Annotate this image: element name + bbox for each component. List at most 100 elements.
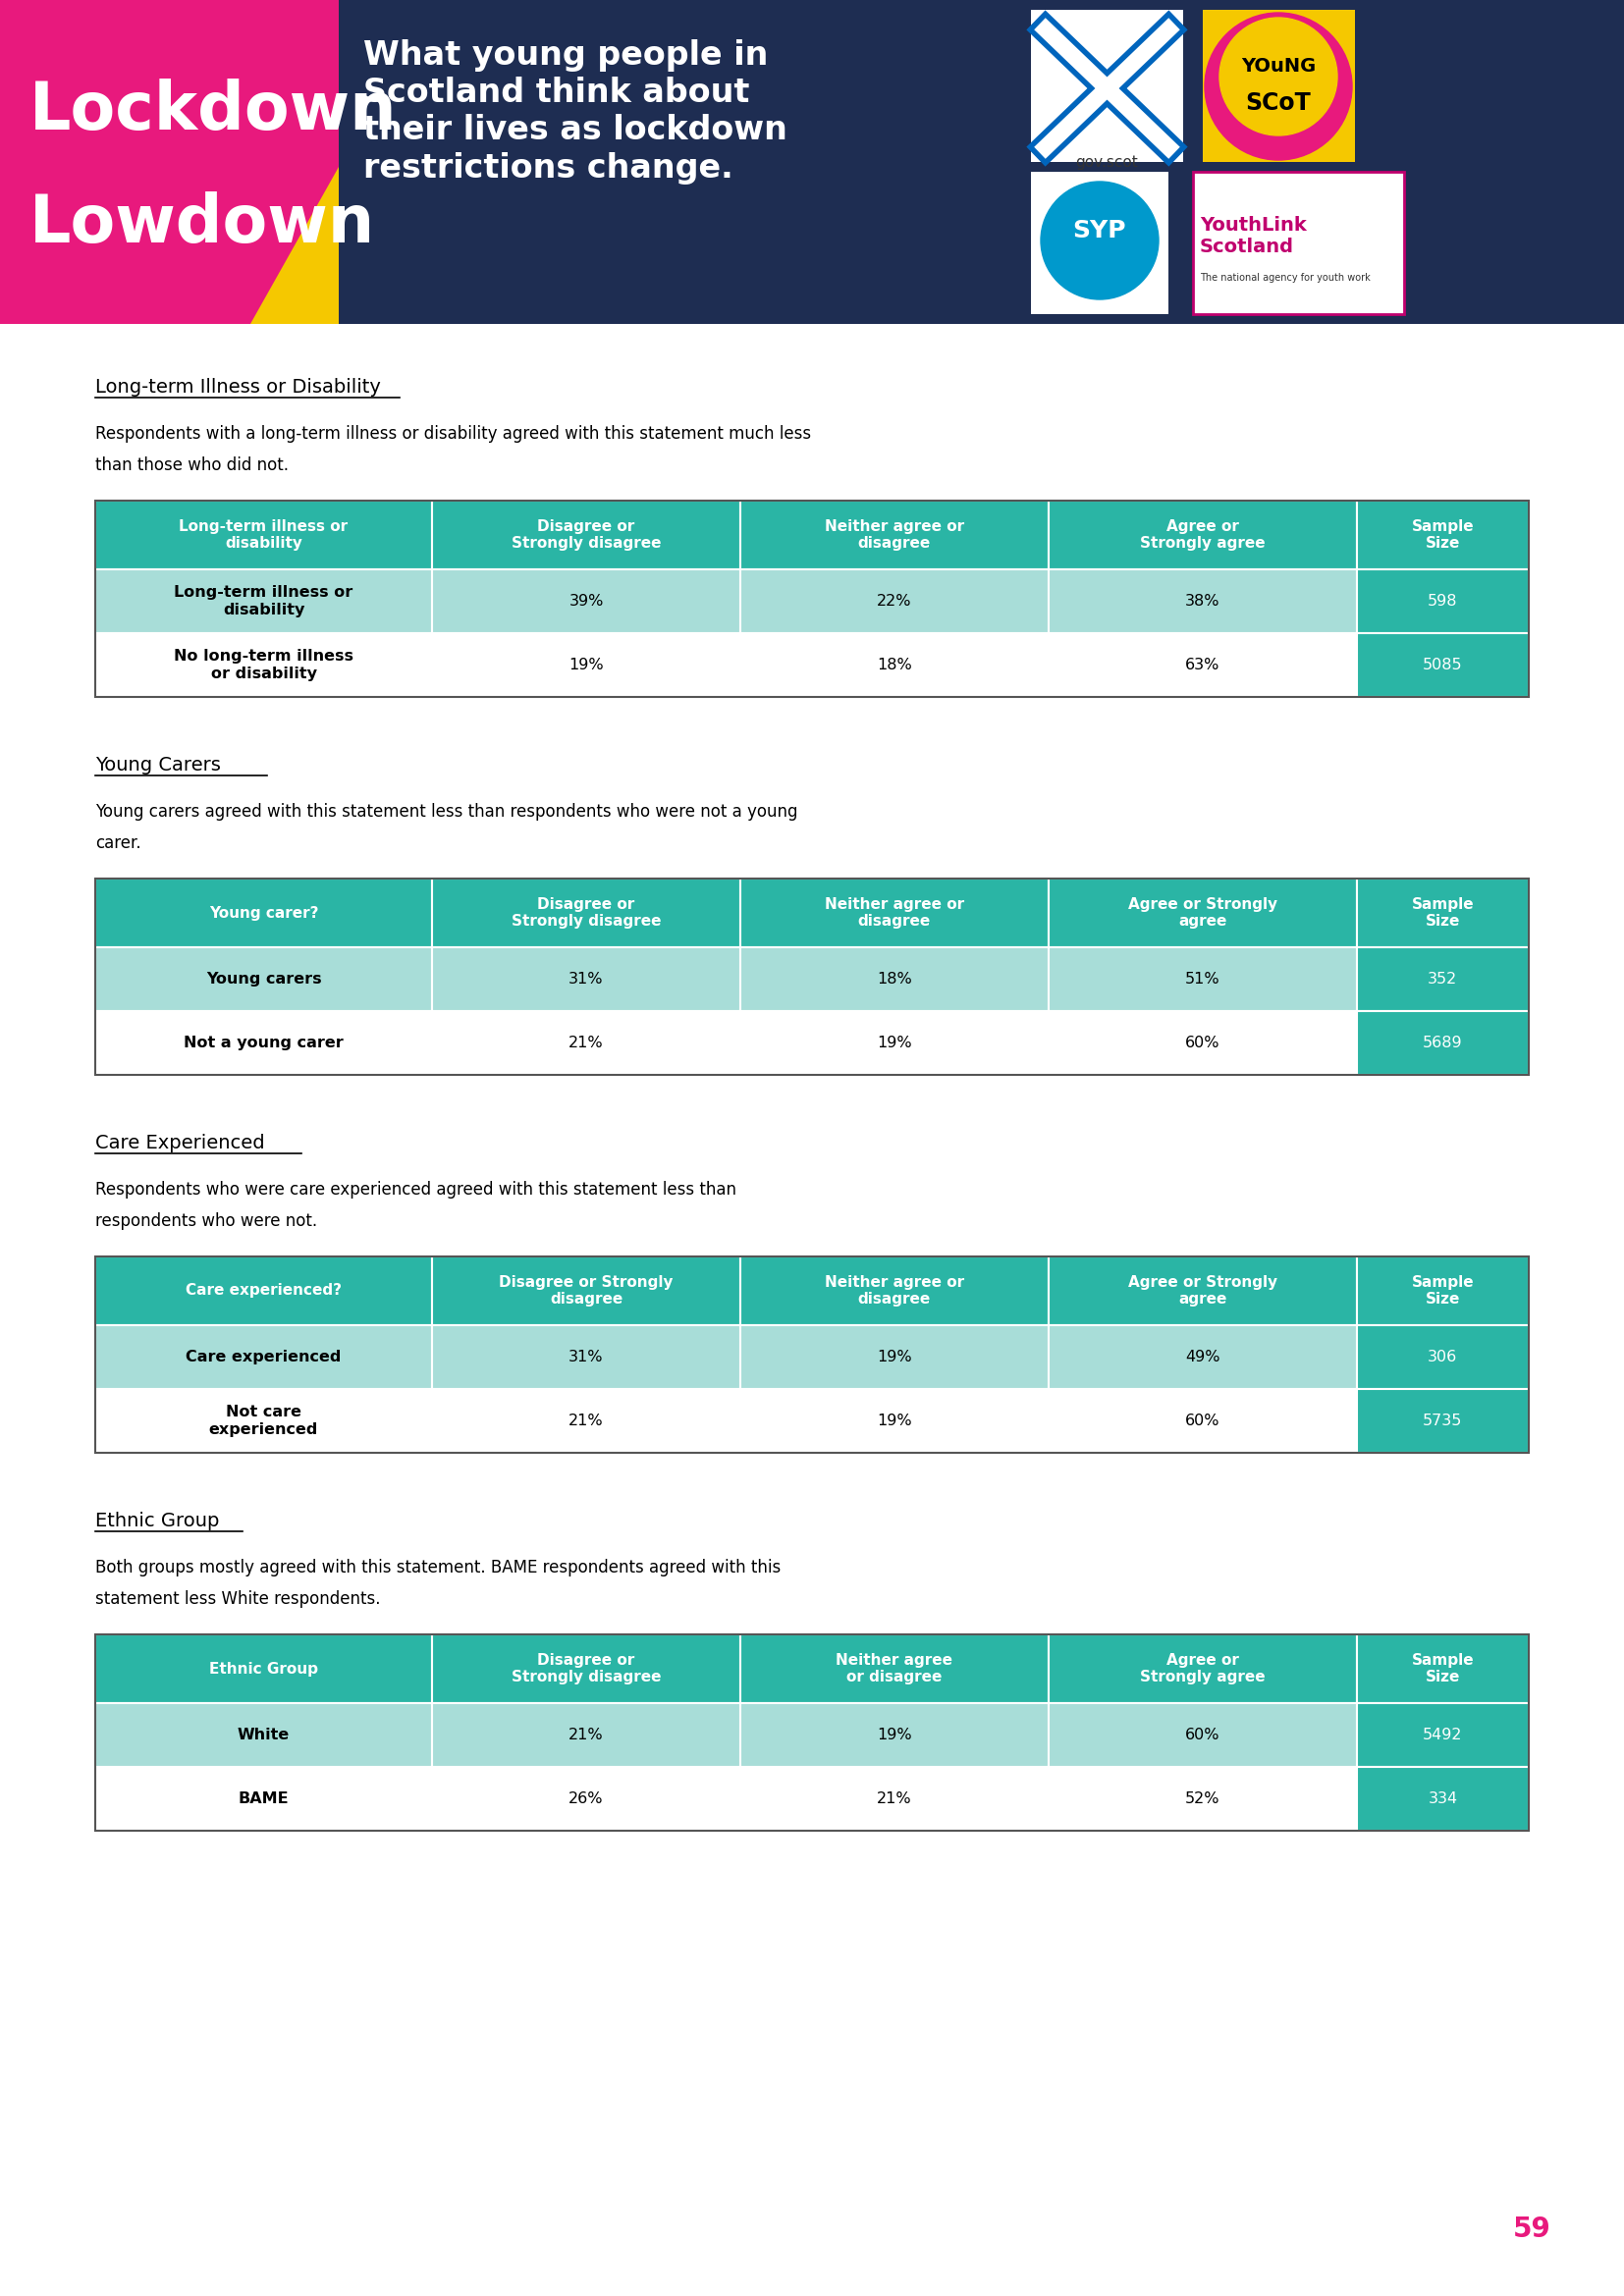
Text: than those who did not.: than those who did not.: [96, 457, 289, 473]
Text: 334: 334: [1427, 1791, 1457, 1807]
Text: Both groups mostly agreed with this statement. BAME respondents agreed with this: Both groups mostly agreed with this stat…: [96, 1559, 781, 1577]
Bar: [1049, 1010, 1356, 1075]
Bar: [1049, 879, 1356, 948]
Bar: [1049, 1256, 1356, 1325]
Text: 60%: 60%: [1186, 1414, 1220, 1428]
Bar: [0, 0, 1624, 324]
Bar: [1049, 1389, 1356, 1453]
Text: Long-term Illness or Disability: Long-term Illness or Disability: [96, 379, 382, 397]
Text: 306: 306: [1427, 1350, 1458, 1364]
Text: 39%: 39%: [568, 595, 604, 608]
Bar: [741, 1256, 1049, 1325]
Text: statement less White respondents.: statement less White respondents.: [96, 1591, 380, 1607]
Circle shape: [1205, 14, 1353, 161]
Text: 352: 352: [1427, 971, 1458, 987]
Bar: [741, 1635, 1049, 1704]
Text: 31%: 31%: [568, 971, 604, 987]
Bar: [432, 948, 741, 1010]
Text: Long-term illness or
disability: Long-term illness or disability: [179, 519, 348, 551]
Bar: [1049, 634, 1356, 698]
Text: Young carers: Young carers: [206, 971, 322, 987]
Text: Long-term illness or
disability: Long-term illness or disability: [174, 585, 352, 618]
Bar: [741, 1768, 1049, 1830]
Text: Agree or Strongly
agree: Agree or Strongly agree: [1129, 898, 1278, 930]
Bar: [432, 1635, 741, 1704]
Bar: [432, 634, 741, 698]
Text: Neither agree or
disagree: Neither agree or disagree: [825, 519, 965, 551]
Text: 22%: 22%: [877, 595, 911, 608]
Bar: [1049, 948, 1356, 1010]
Bar: [1203, 9, 1354, 163]
Bar: [96, 1768, 432, 1830]
Bar: [1049, 569, 1356, 634]
Bar: [1356, 948, 1528, 1010]
Text: 598: 598: [1427, 595, 1458, 608]
Text: YOuNG: YOuNG: [1241, 57, 1315, 76]
Text: Lowdown: Lowdown: [29, 191, 375, 257]
Bar: [432, 1325, 741, 1389]
Bar: [1031, 9, 1184, 163]
Text: gov.scot: gov.scot: [1075, 156, 1138, 170]
Bar: [1049, 501, 1356, 569]
Bar: [96, 501, 432, 569]
Bar: [432, 879, 741, 948]
Bar: [741, 1010, 1049, 1075]
Bar: [1356, 1768, 1528, 1830]
Bar: [741, 501, 1049, 569]
Text: Disagree or
Strongly disagree: Disagree or Strongly disagree: [512, 519, 661, 551]
Text: 38%: 38%: [1186, 595, 1220, 608]
Bar: [96, 879, 432, 948]
Bar: [741, 634, 1049, 698]
Text: No long-term illness
or disability: No long-term illness or disability: [174, 650, 354, 682]
Bar: [432, 1389, 741, 1453]
Text: Respondents who were care experienced agreed with this statement less than: Respondents who were care experienced ag…: [96, 1180, 736, 1199]
Text: Agree or
Strongly agree: Agree or Strongly agree: [1140, 519, 1265, 551]
Bar: [0, 0, 339, 324]
Text: 21%: 21%: [877, 1791, 913, 1807]
Bar: [96, 634, 432, 698]
Bar: [1031, 172, 1168, 315]
Text: Young carer?: Young carer?: [209, 905, 318, 921]
Text: Care experienced: Care experienced: [185, 1350, 341, 1364]
Text: Neither agree or
disagree: Neither agree or disagree: [825, 1274, 965, 1306]
Text: BAME: BAME: [239, 1791, 289, 1807]
Text: Neither agree or
disagree: Neither agree or disagree: [825, 898, 965, 930]
Bar: [96, 1704, 432, 1768]
Bar: [741, 948, 1049, 1010]
Text: 60%: 60%: [1186, 1727, 1220, 1743]
Bar: [432, 501, 741, 569]
Text: Disagree or
Strongly disagree: Disagree or Strongly disagree: [512, 898, 661, 930]
Text: 5085: 5085: [1423, 657, 1463, 673]
Bar: [432, 1704, 741, 1768]
Text: 19%: 19%: [877, 1350, 913, 1364]
Text: What young people in
Scotland think about
their lives as lockdown
restrictions c: What young people in Scotland think abou…: [364, 39, 788, 184]
Bar: [1356, 501, 1528, 569]
Bar: [1049, 1325, 1356, 1389]
Bar: [96, 1256, 432, 1325]
Text: Lockdown: Lockdown: [29, 78, 398, 142]
Bar: [1194, 172, 1405, 315]
Text: 21%: 21%: [568, 1414, 604, 1428]
Bar: [741, 569, 1049, 634]
Bar: [96, 1325, 432, 1389]
Bar: [432, 569, 741, 634]
Bar: [96, 879, 1528, 1075]
Bar: [96, 501, 1528, 698]
Bar: [96, 1256, 1528, 1453]
Bar: [1356, 879, 1528, 948]
Text: 19%: 19%: [877, 1727, 913, 1743]
Text: carer.: carer.: [96, 833, 141, 852]
Bar: [741, 1704, 1049, 1768]
Bar: [96, 1635, 432, 1704]
Bar: [1356, 1704, 1528, 1768]
Text: Disagree or
Strongly disagree: Disagree or Strongly disagree: [512, 1653, 661, 1685]
Text: 63%: 63%: [1186, 657, 1220, 673]
Text: respondents who were not.: respondents who were not.: [96, 1212, 317, 1231]
Text: 60%: 60%: [1186, 1035, 1220, 1049]
Text: 31%: 31%: [568, 1350, 604, 1364]
Bar: [96, 1389, 432, 1453]
Bar: [1356, 1325, 1528, 1389]
Text: The national agency for youth work: The national agency for youth work: [1200, 273, 1371, 282]
Text: Young carers agreed with this statement less than respondents who were not a you: Young carers agreed with this statement …: [96, 804, 797, 820]
Text: Sample
Size: Sample Size: [1411, 1274, 1475, 1306]
